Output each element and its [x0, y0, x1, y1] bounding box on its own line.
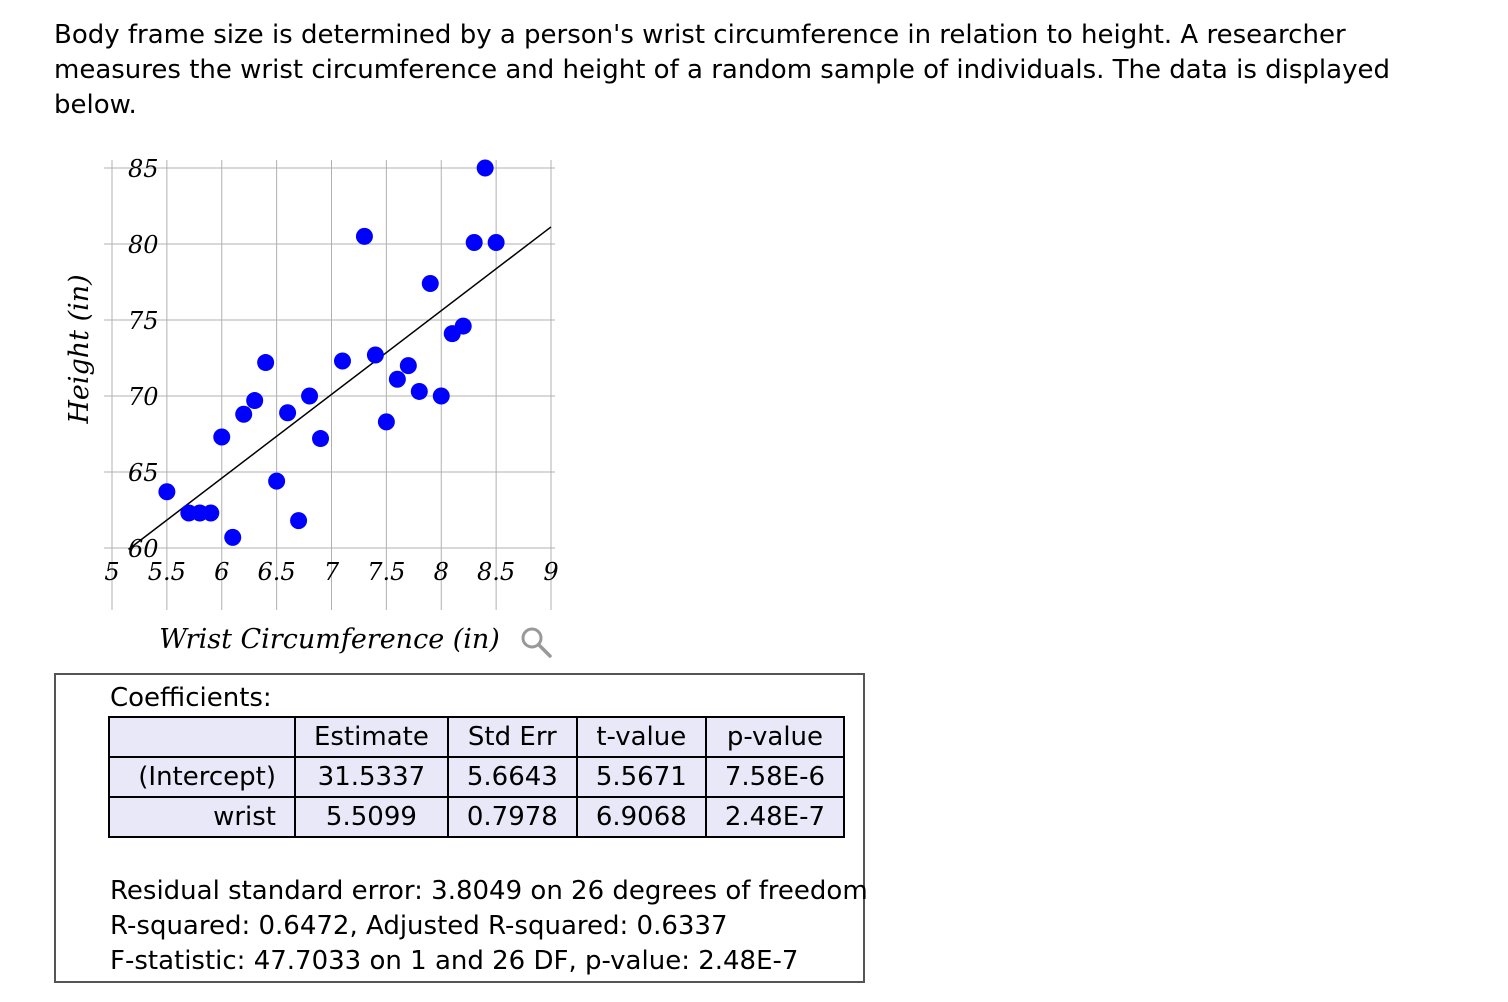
x-tick-label: 5	[104, 558, 119, 586]
plot-ticks: 5 5.5 6 6.5 7 7.5 8 8.5 9 60 65 70 75 80 85	[104, 155, 558, 586]
y-tick-label: 80	[128, 231, 159, 259]
y-tick-label: 70	[128, 383, 159, 411]
residual-standard-error: Residual standard error: 3.8049 on 26 de…	[110, 876, 868, 906]
intercept-std-err: 5.6643	[446, 756, 578, 798]
regression-line-group	[128, 226, 552, 550]
x-tick-label: 9	[543, 558, 558, 586]
wrist-estimate: 5.5099	[294, 796, 449, 838]
data-point	[213, 428, 231, 446]
x-tick-label: 6.5	[258, 558, 296, 586]
data-point	[279, 404, 297, 422]
data-point	[366, 346, 384, 364]
model-summary: Residual standard error: 3.8049 on 26 de…	[110, 874, 868, 979]
x-tick-label: 8	[434, 558, 449, 586]
data-point	[432, 387, 450, 405]
data-points	[158, 159, 505, 546]
data-point	[465, 233, 483, 251]
y-tick-label: 85	[128, 155, 159, 183]
plot-grid	[104, 160, 555, 610]
row-label-wrist: wrist	[108, 796, 296, 838]
data-point	[246, 392, 264, 410]
regression-line	[128, 226, 552, 550]
column-header-std-err: Std Err	[446, 716, 578, 758]
data-point	[399, 357, 417, 375]
wrist-t-value: 6.9068	[575, 796, 707, 838]
y-tick-label: 60	[128, 535, 159, 563]
data-point	[158, 483, 176, 501]
scatter-plot: 5 5.5 6 6.5 7 7.5 8 8.5 9 60 65 70 75 80 85 Wrist Circ…	[64, 155, 559, 655]
magnifier-icon[interactable]	[519, 625, 553, 659]
data-point	[410, 382, 428, 400]
x-tick-label: 7	[324, 558, 340, 586]
column-header-p-value: p-value	[704, 716, 846, 758]
column-header-estimate: Estimate	[294, 716, 449, 758]
data-point	[487, 233, 505, 251]
intercept-p-value: 7.58E-6	[704, 756, 846, 798]
data-point	[257, 354, 275, 372]
coefficients-title: Coefficients:	[110, 683, 272, 713]
wrist-p-value: 2.48E-7	[704, 796, 846, 838]
table-row: wrist 5.5099 0.7978 6.9068 2.48E-7	[108, 796, 846, 838]
x-tick-label: 7.5	[367, 558, 405, 586]
data-point	[454, 317, 472, 335]
data-point	[235, 405, 253, 423]
y-tick-label: 65	[128, 459, 159, 487]
x-axis-label: Wrist Circumference (in)	[159, 624, 500, 655]
intercept-t-value: 5.5671	[575, 756, 707, 798]
x-tick-label: 5.5	[148, 558, 186, 586]
table-corner-cell	[108, 716, 296, 758]
data-point	[202, 504, 220, 522]
data-point	[377, 413, 395, 431]
r-squared: R-squared: 0.6472, Adjusted R-squared: 0…	[110, 911, 728, 941]
data-point	[290, 512, 308, 530]
x-tick-label: 6	[214, 558, 229, 586]
question-text: Body frame size is determined by a perso…	[54, 20, 1390, 120]
y-tick-label: 75	[128, 307, 159, 335]
data-point	[333, 352, 351, 370]
data-point	[301, 387, 319, 405]
x-tick-label: 8.5	[477, 558, 515, 586]
data-point	[388, 370, 406, 388]
data-point	[312, 430, 330, 448]
table-row: (Intercept) 31.5337 5.6643 5.5671 7.58E-…	[108, 756, 846, 798]
column-header-t-value: t-value	[575, 716, 707, 758]
f-statistic: F-statistic: 47.7033 on 1 and 26 DF, p-v…	[110, 946, 799, 976]
y-axis-label: Height (in)	[64, 274, 95, 424]
data-point	[224, 528, 242, 546]
data-point	[268, 472, 286, 490]
regression-output: Coefficients: Estimate Std Err t-value p…	[54, 673, 868, 983]
data-point	[355, 227, 373, 245]
axis-labels: Wrist Circumference (in) Height (in)	[64, 274, 500, 655]
coefficients-table: Estimate Std Err t-value p-value (Interc…	[108, 716, 846, 838]
data-point	[421, 275, 439, 293]
wrist-std-err: 0.7978	[446, 796, 578, 838]
table-header-row: Estimate Std Err t-value p-value	[108, 716, 846, 758]
data-point	[476, 159, 494, 177]
row-label-intercept: (Intercept)	[108, 756, 296, 798]
intercept-estimate: 31.5337	[294, 756, 449, 798]
